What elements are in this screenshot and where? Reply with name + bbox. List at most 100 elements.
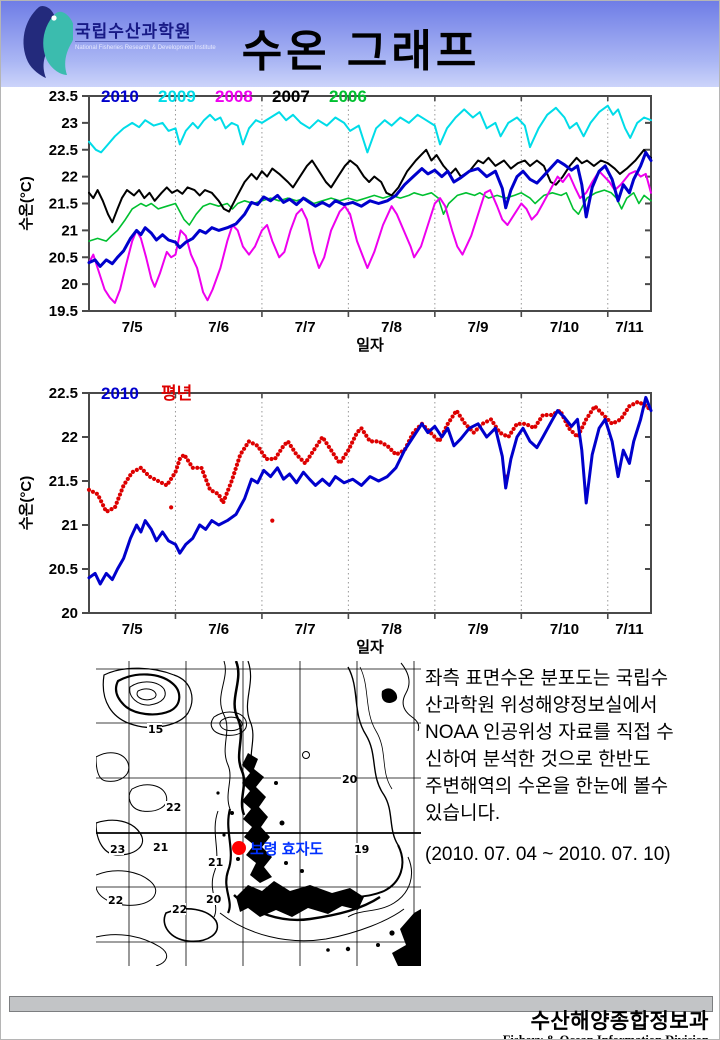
normal-year-dot: [299, 457, 304, 462]
sst-contour-map: 15 23 21 22 21 22 22 20 20 19 보령 효자도: [96, 661, 421, 966]
land-masses: [216, 688, 421, 966]
normal-year-dot: [481, 421, 486, 426]
contour-label: 22: [172, 903, 187, 916]
normal-year-dot: [544, 412, 549, 418]
normal-year-dot: [159, 480, 165, 486]
y-tick-label: 20.5: [49, 561, 78, 578]
normal-year-dot: [378, 440, 383, 445]
y-tick-label: 22: [61, 429, 78, 446]
normal-year-dot: [533, 424, 538, 429]
normal-year-dot: [99, 499, 104, 504]
description-line: 좌측 표면수온 분포도는 국립수: [425, 668, 669, 689]
normal-year-dot: [109, 507, 114, 512]
institute-logo: 국립수산과학원 National Fisheries Research & De…: [13, 5, 216, 83]
normal-year-dot: [609, 420, 614, 426]
fish-logo-icon: [23, 5, 73, 79]
y-tick-label: 22.5: [49, 142, 78, 159]
normal-year-dot: [183, 454, 188, 459]
division-name-ko: 수산해양종합정보과: [530, 1010, 709, 1033]
x-tick-label: 7/11: [615, 319, 643, 336]
normal-year-dot: [351, 436, 357, 441]
normal-year-dot: [221, 499, 226, 505]
x-tick-label: 7/7: [295, 319, 316, 336]
contour-label-bg: [152, 841, 167, 853]
description-line: 주변해역의 수온을 한눈에 볼수: [425, 776, 669, 797]
normal-year-dot: [241, 446, 247, 451]
normal-year-dot: [233, 466, 238, 472]
x-tick-label: 7/5: [122, 319, 143, 336]
normal-year-dot: [437, 437, 443, 442]
normal-year-dot: [224, 491, 229, 496]
normal-year-dot: [312, 447, 317, 452]
normal-year-dot: [148, 474, 153, 480]
contour-label: 19: [354, 843, 369, 856]
contour-label-bg: [109, 843, 124, 855]
normal-year-dot: [166, 480, 171, 485]
y-tick-label: 23.5: [49, 88, 78, 105]
normal-year-dot: [117, 492, 123, 497]
normal-year-dot: [302, 460, 307, 466]
normal-year-dot: [293, 451, 298, 456]
normal-year-dot: [138, 465, 143, 470]
contour-label-bg: [147, 723, 162, 735]
x-tick-label: 7/6: [208, 621, 229, 638]
normal-year-dot: [202, 474, 207, 479]
normal-year-dot: [227, 483, 232, 488]
footer: 수산해양종합정보과 Fishery & Ocean Information Di…: [503, 1011, 709, 1040]
normal-year-dot: [114, 500, 119, 505]
normal-year-dot: [540, 413, 545, 418]
normal-year-dot: [244, 443, 249, 448]
normal-year-dot: [511, 426, 516, 432]
normal-year-dot: [90, 489, 96, 494]
legend-item-2010: 2010: [101, 87, 139, 106]
legend-item-2006: 2006: [329, 87, 367, 106]
contour-label-bg: [165, 801, 180, 813]
normal-year-dot: [210, 489, 215, 494]
normal-year-dot: [506, 434, 511, 439]
normal-year-dot: [359, 426, 364, 431]
series-line-2007: [88, 148, 652, 224]
normal-year-dot: [286, 440, 291, 445]
normal-year-dot: [460, 417, 465, 422]
normal-year-dot: [488, 417, 494, 422]
normal-year-dot: [324, 441, 329, 446]
normal-year-dot: [174, 465, 180, 470]
normal-year-dot: [262, 453, 267, 459]
x-axis-title: 일자: [356, 337, 384, 354]
normal-year-dot: [86, 487, 92, 492]
contour-label: 20: [206, 893, 222, 906]
normal-year-dot: [513, 423, 519, 428]
normal-year-dot: [100, 503, 106, 508]
description-line: 있습니다.: [425, 803, 501, 824]
normal-year-dot: [173, 469, 178, 474]
normal-year-dot: [278, 448, 283, 453]
x-tick-label: 7/9: [468, 319, 489, 336]
normal-year-dot: [613, 420, 618, 425]
legend-item-2008: 2008: [215, 87, 253, 106]
normal-year-dot: [627, 404, 632, 409]
normal-year-dot: [570, 429, 575, 435]
y-tick-label: 20: [61, 605, 78, 622]
normal-year-dot: [471, 430, 476, 435]
normal-year-dot: [317, 439, 322, 444]
division-name-en: Fishery & Ocean Information Division: [502, 1033, 709, 1040]
normal-year-dot: [484, 419, 490, 424]
legend-item-2009: 2009: [158, 87, 196, 106]
normal-year-dot: [624, 407, 630, 413]
normal-year-dot: [455, 409, 460, 415]
normal-year-dot: [582, 421, 587, 426]
contour-label: 15: [148, 723, 163, 736]
normal-year-dot: [499, 431, 504, 436]
contour-label-bg: [205, 893, 220, 905]
legend-item-2010: 2010: [101, 384, 139, 403]
y-tick-label: 21.5: [49, 196, 78, 213]
normal-year-dot: [125, 476, 130, 482]
normal-year-dot: [321, 437, 327, 442]
contour-label: 21: [208, 856, 223, 869]
normal-year-dot: [538, 417, 543, 422]
description-line: 신하여 분석한 것으로 한반도: [425, 749, 651, 770]
normal-year-dot: [491, 420, 496, 426]
normal-year-dot: [331, 452, 336, 457]
x-axis-title: 일자: [356, 639, 384, 654]
legend-item-2007: 2007: [272, 87, 310, 106]
